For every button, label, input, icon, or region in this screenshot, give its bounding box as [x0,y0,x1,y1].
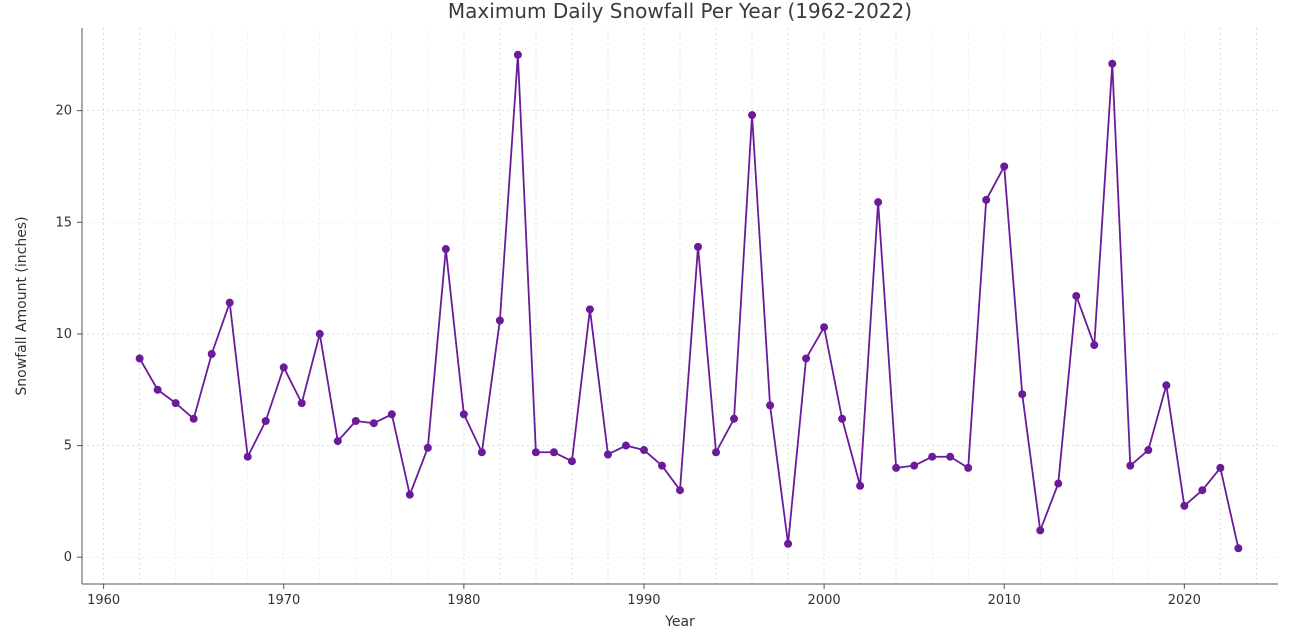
data-point [658,462,666,470]
data-point [154,386,162,394]
x-tick-label: 1990 [627,593,660,608]
data-point [784,540,792,548]
data-point [1198,486,1206,494]
data-point [1036,526,1044,534]
data-point [766,401,774,409]
data-point [298,399,306,407]
x-tick-label: 1960 [87,593,120,608]
data-point [172,399,180,407]
x-tick-label: 1980 [447,593,480,608]
data-point [838,415,846,423]
data-point [622,442,630,450]
data-point [244,453,252,461]
data-point [478,448,486,456]
y-tick-label: 10 [55,327,72,342]
data-point [946,453,954,461]
data-point [532,448,540,456]
data-point [190,415,198,423]
data-point [1000,162,1008,170]
y-tick-label: 15 [55,215,72,230]
data-point [1072,292,1080,300]
data-point [982,196,990,204]
data-point [316,330,324,338]
snowfall-chart: 1960 1970 1980 1990 2000 2010 2020 0 5 10 15 20 Maxi… [0,0,1296,636]
x-tick-label: 2020 [1168,593,1201,608]
x-tick-label: 1970 [267,593,300,608]
x-axis-label: Year [664,614,695,630]
data-point [496,317,504,325]
snowfall-chart-svg: 1960 1970 1980 1990 2000 2010 2020 0 5 10 15 20 Maxi… [0,0,1296,636]
data-point [964,464,972,472]
data-point [694,243,702,251]
data-point [424,444,432,452]
data-point [874,198,882,206]
data-point [1180,502,1188,510]
data-point [802,354,810,362]
data-point [730,415,738,423]
data-point [442,245,450,253]
x-tick-label: 2000 [808,593,841,608]
data-point [514,51,522,59]
data-point [1126,462,1134,470]
data-point [1162,381,1170,389]
y-tick-label: 0 [64,550,72,565]
data-point [262,417,270,425]
data-point [280,363,288,371]
data-point [928,453,936,461]
data-point [640,446,648,454]
data-point [460,410,468,418]
data-point [586,305,594,313]
data-point [604,450,612,458]
data-point [1144,446,1152,454]
data-point [370,419,378,427]
data-point [748,111,756,119]
data-point [334,437,342,445]
data-point [676,486,684,494]
data-point [820,323,828,331]
data-point [1216,464,1224,472]
data-point [712,448,720,456]
data-point [388,410,396,418]
y-tick-label: 5 [64,439,72,454]
data-point [856,482,864,490]
data-point [1018,390,1026,398]
chart-bg [0,0,1296,636]
data-point [892,464,900,472]
data-point [226,299,234,307]
data-point [352,417,360,425]
data-point [1090,341,1098,349]
data-point [550,448,558,456]
y-axis-label: Snowfall Amount (inches) [14,216,30,395]
y-tick-label: 20 [55,104,72,119]
chart-title: Maximum Daily Snowfall Per Year (1962-20… [448,0,912,23]
data-point [136,354,144,362]
data-point [406,491,414,499]
x-tick-label: 2010 [988,593,1021,608]
data-point [910,462,918,470]
data-point [208,350,216,358]
data-point [1108,60,1116,68]
data-point [568,457,576,465]
data-point [1054,480,1062,488]
data-point [1234,544,1242,552]
